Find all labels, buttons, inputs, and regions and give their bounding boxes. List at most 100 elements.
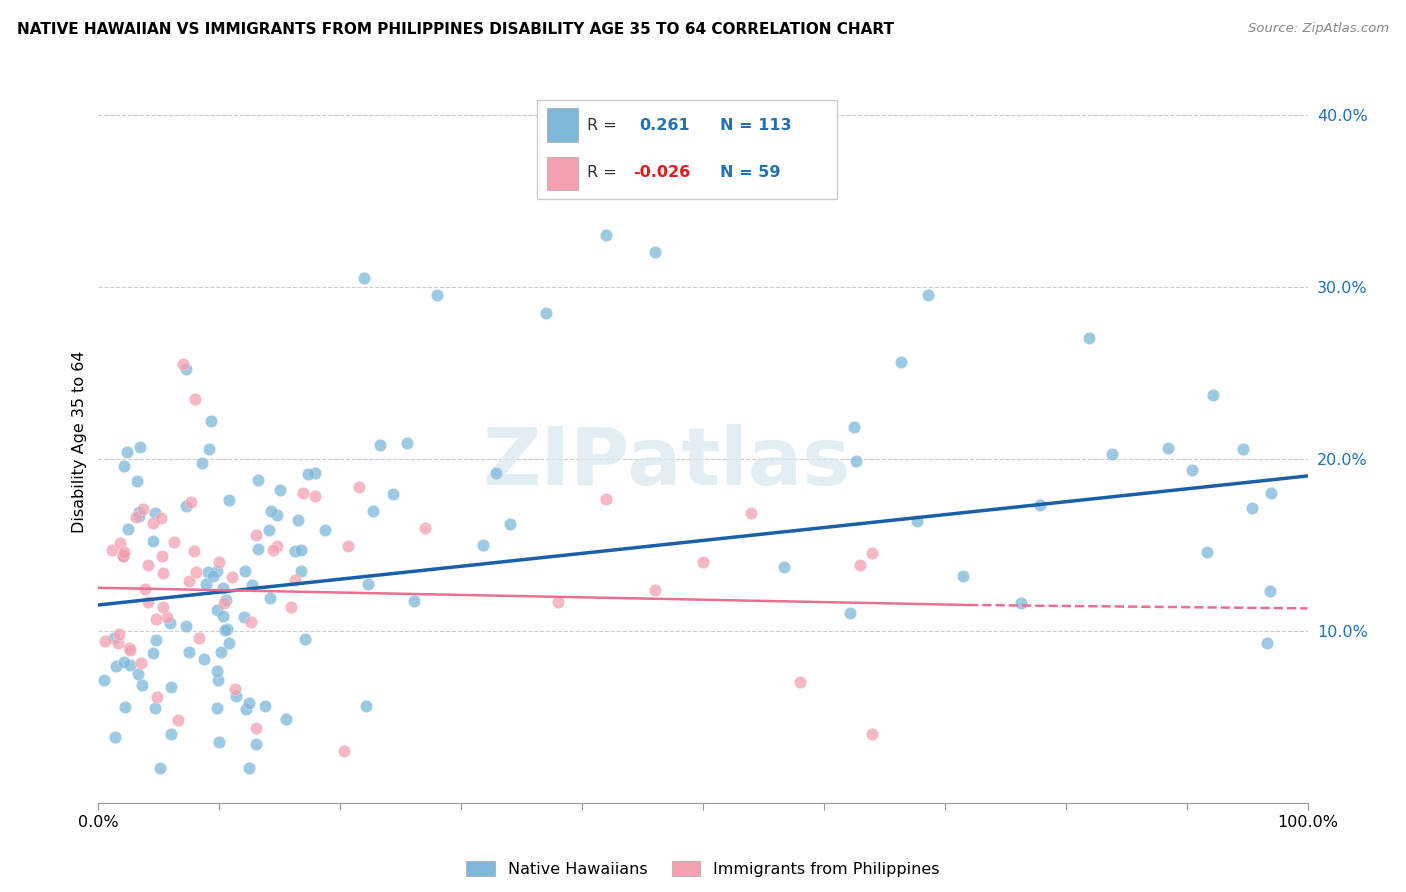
Text: -0.026: -0.026 <box>633 165 690 180</box>
Point <box>287 513 309 527</box>
Point <box>644 245 666 260</box>
Point <box>200 414 222 428</box>
Point <box>413 521 436 535</box>
FancyBboxPatch shape <box>547 157 578 190</box>
Point <box>103 631 125 645</box>
Point <box>93 673 115 687</box>
Point <box>159 616 181 631</box>
Point <box>205 665 228 679</box>
Point <box>142 646 165 660</box>
Point <box>217 622 239 636</box>
Text: Source: ZipAtlas.com: Source: ZipAtlas.com <box>1249 22 1389 36</box>
Point <box>212 581 235 595</box>
Point <box>259 504 281 518</box>
Point <box>499 516 522 531</box>
Point <box>150 511 173 525</box>
Point <box>105 659 128 673</box>
Point <box>131 656 153 670</box>
Point <box>117 522 139 536</box>
Point <box>595 492 617 507</box>
Point <box>112 549 135 563</box>
Point <box>209 644 232 658</box>
Text: 0.261: 0.261 <box>640 118 690 133</box>
Text: NATIVE HAWAIIAN VS IMMIGRANTS FROM PHILIPPINES DISABILITY AGE 35 TO 64 CORRELATI: NATIVE HAWAIIAN VS IMMIGRANTS FROM PHILI… <box>17 22 894 37</box>
Text: R =: R = <box>586 118 617 133</box>
Point <box>240 615 263 629</box>
Point <box>547 595 569 609</box>
Point <box>266 508 288 522</box>
Point <box>860 546 883 560</box>
Point <box>842 420 865 434</box>
Point <box>269 483 291 498</box>
Point <box>207 603 229 617</box>
Point <box>361 504 384 518</box>
Point <box>214 593 236 607</box>
Point <box>1101 447 1123 461</box>
Point <box>172 357 194 371</box>
Point <box>207 701 229 715</box>
Point <box>201 569 224 583</box>
Point <box>644 583 666 598</box>
Point <box>238 761 260 775</box>
Point <box>262 542 284 557</box>
Point <box>179 574 201 589</box>
Point <box>595 228 617 243</box>
Point <box>247 542 270 557</box>
Point <box>238 696 260 710</box>
Point <box>142 516 165 531</box>
Point <box>125 474 148 488</box>
Point <box>180 495 202 509</box>
Point <box>208 555 231 569</box>
Point <box>890 355 912 369</box>
Point <box>141 534 163 549</box>
Point <box>245 721 267 735</box>
Point <box>917 288 939 302</box>
Point <box>103 730 125 744</box>
Point <box>426 288 449 302</box>
Point <box>232 609 254 624</box>
Text: ZIPatlas: ZIPatlas <box>482 425 851 502</box>
Point <box>108 536 131 550</box>
Point <box>294 632 316 647</box>
Point <box>347 480 370 494</box>
Point <box>280 599 302 614</box>
Point <box>148 761 170 775</box>
Point <box>112 458 135 473</box>
Point <box>184 392 207 406</box>
Point <box>190 456 212 470</box>
Point <box>112 655 135 669</box>
Point <box>131 678 153 692</box>
Point <box>356 576 378 591</box>
Point <box>1256 636 1278 650</box>
Point <box>108 627 131 641</box>
Point <box>1029 499 1052 513</box>
Point <box>257 523 280 537</box>
Point <box>290 542 312 557</box>
Point <box>845 454 868 468</box>
Point <box>240 578 263 592</box>
Point <box>101 542 124 557</box>
Point <box>115 444 138 458</box>
Point <box>208 735 231 749</box>
Point <box>772 559 794 574</box>
Point <box>112 545 135 559</box>
Point <box>1197 545 1219 559</box>
Point <box>205 564 228 578</box>
Point <box>163 534 186 549</box>
Point <box>952 569 974 583</box>
Point <box>128 505 150 519</box>
Point <box>112 549 135 563</box>
Point <box>259 591 281 605</box>
Point <box>368 437 391 451</box>
Point <box>145 632 167 647</box>
Point <box>127 667 149 681</box>
Point <box>194 577 217 591</box>
Point <box>354 699 377 714</box>
Point <box>187 631 209 645</box>
Point <box>382 487 405 501</box>
Point <box>1078 331 1101 345</box>
Point <box>304 489 326 503</box>
Point <box>337 540 360 554</box>
Point <box>297 467 319 482</box>
Point <box>266 539 288 553</box>
